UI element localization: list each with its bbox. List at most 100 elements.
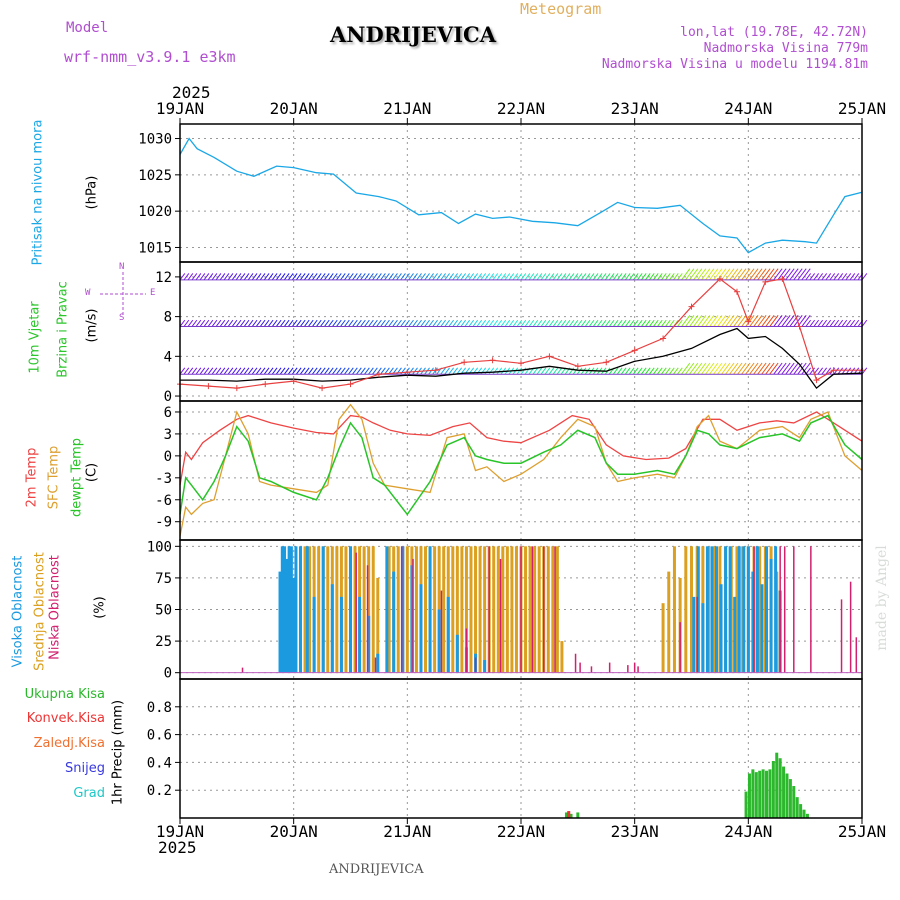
cloud-bar xyxy=(424,546,428,673)
wind-barb xyxy=(652,319,659,327)
wind-barb xyxy=(737,268,747,281)
wind-barb xyxy=(223,273,230,281)
wind-barb xyxy=(283,367,290,375)
wind-gust-marker xyxy=(518,360,524,367)
precip-bar xyxy=(765,770,769,818)
cloud-bar xyxy=(465,628,468,673)
precip-bar xyxy=(799,804,803,818)
wind-barb xyxy=(721,315,731,327)
wind-barb xyxy=(259,367,266,375)
wind-barb xyxy=(697,362,707,375)
wind-barb xyxy=(761,268,771,281)
wind-barb xyxy=(440,319,446,327)
wind-barb xyxy=(360,319,366,327)
wind-barb xyxy=(600,273,607,281)
wind-barb xyxy=(560,273,567,281)
cloud-bar xyxy=(701,603,705,673)
wind-barb xyxy=(436,319,442,327)
wind-barb xyxy=(215,273,222,281)
wind-barb xyxy=(336,273,342,281)
wind-barb xyxy=(693,268,703,281)
wind-barb xyxy=(624,319,631,327)
wind-barb xyxy=(769,268,779,281)
wind-gust-marker xyxy=(290,378,297,385)
precip-bar xyxy=(775,752,779,818)
cloud-bar xyxy=(396,546,400,673)
wind-barb xyxy=(432,367,438,375)
wind-barb xyxy=(187,367,194,375)
wind-barb xyxy=(255,319,262,327)
wind-barb xyxy=(432,319,438,327)
model-name: wrf-nmm_v3.9.1 e3km xyxy=(64,48,236,66)
wind-barb xyxy=(332,273,338,281)
wind-barb xyxy=(861,319,868,327)
cloud-bar xyxy=(492,546,496,673)
wind-barb xyxy=(400,367,406,375)
cloud-bar xyxy=(433,546,437,673)
cloud-bar xyxy=(765,546,769,673)
cloud-bar xyxy=(684,546,688,673)
wind-barb xyxy=(705,362,715,375)
y-tick-label: 0.8 xyxy=(147,700,172,716)
wind-barb xyxy=(713,268,723,281)
y-tick-label: 1030 xyxy=(138,132,172,148)
wind-barb xyxy=(544,367,551,375)
wind-barb xyxy=(315,367,322,375)
wind-gust-marker xyxy=(762,278,769,285)
precip-bar xyxy=(747,773,751,818)
wind-barb xyxy=(215,367,222,375)
cloud-bar xyxy=(321,546,325,673)
wind-barb xyxy=(580,319,587,327)
wind-gust-marker xyxy=(546,353,553,360)
wind-barb xyxy=(644,367,651,375)
wind-barb xyxy=(777,315,787,327)
wind-barb xyxy=(737,315,747,327)
wind-barb xyxy=(821,273,828,281)
wind-barb xyxy=(235,367,242,375)
wind-barb xyxy=(380,319,386,327)
wind-barb xyxy=(360,273,366,281)
wind-barb xyxy=(757,268,767,281)
cloud-bar xyxy=(633,662,636,673)
cloud-bar xyxy=(753,546,755,673)
x-tick-label-bottom: 24JAN xyxy=(724,822,772,841)
wind-barb xyxy=(191,273,198,281)
wind-barb xyxy=(324,367,330,375)
wind-barb xyxy=(556,367,563,375)
wind-barb xyxy=(508,273,515,281)
wind-barb xyxy=(255,367,262,375)
wind-barb xyxy=(717,315,727,327)
cloud-bar xyxy=(514,546,518,673)
wind-barb xyxy=(753,362,763,375)
wind-barb xyxy=(584,273,591,281)
cloud-bar xyxy=(524,546,528,673)
wind-barb xyxy=(604,319,611,327)
wind-barb xyxy=(628,367,635,375)
wind-barb xyxy=(741,315,751,327)
wind-barb xyxy=(524,273,531,281)
wind-barb xyxy=(548,367,555,375)
station-elevation: Nadmorska Visina 779m xyxy=(703,41,868,56)
cloud-bar xyxy=(705,546,709,673)
wind-barb xyxy=(340,367,346,375)
wind-barb xyxy=(376,367,382,375)
wind-barb xyxy=(669,273,675,281)
wind-barb xyxy=(271,319,278,327)
panel-frame xyxy=(179,123,863,263)
wind-barb xyxy=(544,273,551,281)
wind-barb xyxy=(364,367,370,375)
wind-barb xyxy=(644,273,651,281)
wind-barb xyxy=(681,362,691,375)
wind-barb xyxy=(259,273,266,281)
wind-barb xyxy=(267,319,274,327)
wind-barb xyxy=(845,319,852,327)
wind-barb xyxy=(516,273,523,281)
cloud-bar xyxy=(546,546,550,673)
wind-barb xyxy=(777,362,787,375)
wind-barb xyxy=(187,319,194,327)
wind-barb xyxy=(328,319,334,327)
wind-barb xyxy=(239,319,246,327)
wind-barb xyxy=(564,273,571,281)
cloud-bar xyxy=(339,596,343,673)
wind-barb xyxy=(769,362,779,375)
